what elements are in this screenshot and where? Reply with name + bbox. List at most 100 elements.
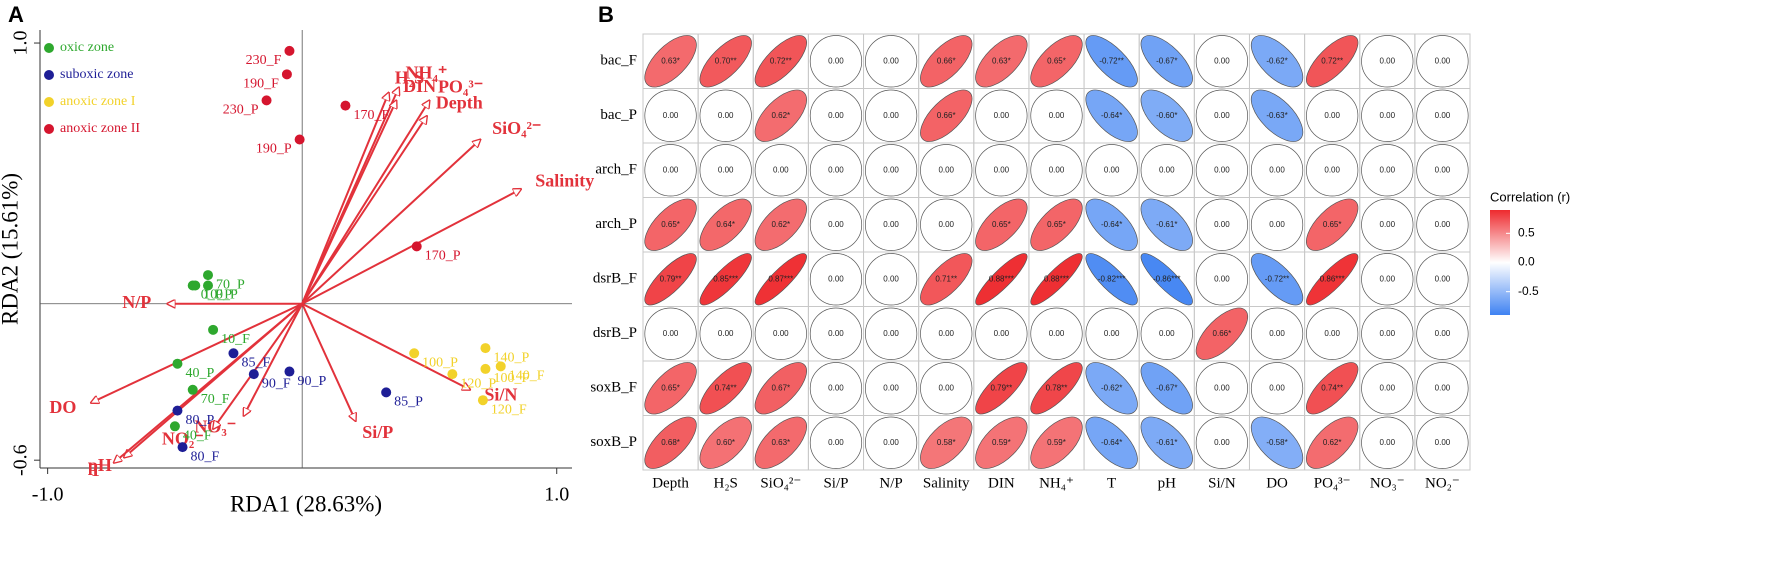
corr-ellipse [1195,253,1249,306]
corr-ellipse [864,416,918,469]
corr-label: 0.78** [1046,383,1068,392]
corr-ellipse [1306,89,1359,142]
corr-ellipse [644,416,697,469]
corr-label: -0.64* [1101,111,1122,120]
corr-ellipse [1030,307,1083,360]
sample-label: 0_P [216,288,238,303]
corr-ellipse [975,253,1028,306]
corr-ellipse [1416,89,1469,142]
legend-title: Correlation (r) [1490,189,1570,204]
column-label: Si/P [823,475,848,491]
corr-ellipse [864,307,918,360]
corr-label: 0.00 [1380,438,1396,447]
corr-ellipse [1250,198,1304,251]
corr-ellipse [975,416,1028,469]
corr-label: 0.72** [1321,56,1343,65]
corr-ellipse [754,416,807,469]
corr-ellipse [754,198,807,251]
y-tick-label: 1.0 [10,31,32,56]
corr-label: 0.00 [1214,274,1230,283]
vector-arrow [213,303,303,429]
sample-point [203,270,213,281]
corr-label: 0.00 [1104,165,1120,174]
sample-label: 230_F [246,53,282,68]
corr-label: 0.65* [1047,56,1066,65]
corr-label: 0.00 [1435,111,1451,120]
sample-point [411,241,422,252]
corr-ellipse [699,253,752,306]
corr-label: 0.88*** [989,274,1014,283]
corr-label: 0.00 [1380,220,1396,229]
corr-label: 0.00 [1214,220,1230,229]
sample-point [187,384,198,395]
corr-ellipse [699,416,752,469]
column-label: pH [1158,475,1177,491]
corr-label: 0.65* [661,220,680,229]
vector-arrow [244,303,304,416]
corr-ellipse [1306,144,1359,197]
colorbar-tick-label: 0.5 [1518,226,1535,240]
sample-label: 70_F [201,392,230,407]
vector-arrow [301,302,470,390]
corr-ellipse [1416,144,1469,197]
column-label: N/P [879,475,902,491]
corr-label: 0.00 [938,165,954,174]
column-label: H₂S [713,475,737,491]
sample-label: 230_P [223,103,259,118]
legend-label: anoxic zone II [60,121,140,136]
corr-label: 0.64* [716,220,735,229]
legend-label: oxic zone [60,40,114,55]
column-label: DO [1266,475,1288,491]
row-label: bac_P [600,107,637,123]
colorbar-tick-label: 0.0 [1518,255,1535,269]
row-label: bac_F [600,53,637,69]
legend-label: suboxic zone [60,67,133,82]
corr-label: 0.63* [771,438,790,447]
sample-label: 190_P [256,142,292,157]
corr-label: 0.00 [1380,383,1396,392]
corr-ellipse [1030,89,1083,142]
corr-ellipse [1361,144,1414,197]
corr-ellipse [699,144,752,197]
corr-ellipse [975,307,1028,360]
row-label: dsrB_P [593,325,637,341]
corr-label: -0.82*** [1098,274,1126,283]
panel-label: B [598,2,614,27]
corr-ellipse [1250,416,1304,469]
row-label: arch_F [595,162,637,178]
corr-label: 0.65* [1047,220,1066,229]
corr-label: 0.65* [661,383,680,392]
column-label: SiO₄²⁻ [760,475,801,491]
corr-label: 0.00 [1435,165,1451,174]
corr-label: 0.00 [1159,165,1175,174]
sample-label: 90_F [262,376,291,391]
sample-label: 85_F [241,356,270,371]
vector-label: NO₂⁻ [162,428,204,448]
vector-label: DO [49,397,76,417]
corr-label: 0.74** [715,383,737,392]
corr-label: 0.00 [1435,274,1451,283]
sample-label: 100_F [493,371,529,386]
vector-label: T [90,460,102,480]
corr-ellipse [920,144,973,197]
corr-ellipse [975,144,1028,197]
column-label: T [1107,475,1116,491]
corr-label: 0.74** [1321,383,1343,392]
sample-point [480,363,491,374]
corr-label: 0.58* [937,438,956,447]
corr-label: 0.72** [770,56,792,65]
corr-label: 0.70** [715,56,737,65]
corr-label: 0.00 [1269,383,1285,392]
corr-ellipse [809,307,863,360]
column-label: PO₄³⁻ [1314,475,1351,491]
corr-label: -0.62* [1266,56,1287,65]
corr-ellipse [975,35,1028,88]
corr-ellipse [920,198,973,251]
x-axis-label: RDA1 (28.63%) [230,491,382,516]
corr-label: -0.61* [1156,220,1177,229]
corr-label: 0.79** [660,274,682,283]
corr-ellipse [809,416,863,469]
corr-label: 0.00 [773,165,789,174]
sample-label: 100_P [422,356,458,371]
corr-ellipse [1416,362,1469,415]
